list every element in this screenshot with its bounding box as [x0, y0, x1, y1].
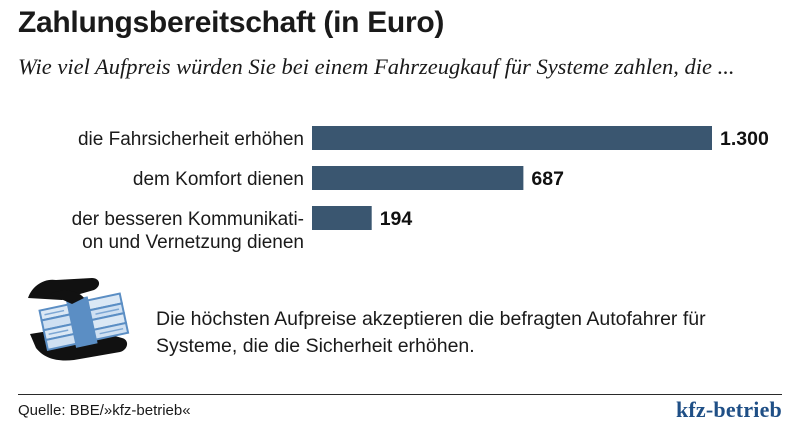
category-label-0: die Fahrsicherheit erhöhen	[78, 129, 304, 150]
chart-subtitle: Wie viel Aufpreis würden Sie bei einem F…	[18, 54, 735, 79]
value-label-2: 194	[380, 208, 413, 230]
category-label-1: dem Komfort dienen	[133, 169, 304, 190]
bar-2	[312, 206, 372, 230]
footer-divider	[18, 394, 782, 395]
hand-with-money-icon	[28, 278, 130, 361]
bar-chart: 1.300 die Fahrsicherheit erhöhen 687 dem Ko…	[72, 126, 769, 253]
bar-1	[312, 166, 524, 190]
chart-note: Die höchsten Aufpreise akzeptieren die b…	[156, 308, 706, 357]
value-label-1: 687	[531, 168, 564, 190]
bar-0	[312, 126, 712, 150]
category-label-2: der besseren Kommunikati-on und Vernetzu…	[72, 209, 304, 253]
brand-logo: kfz-betrieb	[675, 397, 782, 422]
source-note: Quelle: BBE/»kfz-betrieb«	[18, 402, 191, 419]
value-label-0: 1.300	[720, 128, 769, 150]
chart-title: Zahlungsbereitschaft (in Euro)	[18, 6, 445, 39]
